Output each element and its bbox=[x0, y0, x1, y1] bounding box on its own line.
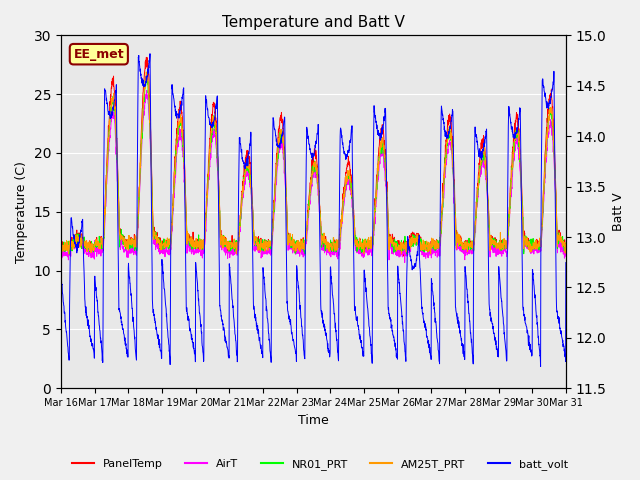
batt_volt bbox=[518, 203, 525, 208]
AM25T_PRT bbox=[460, 246, 468, 252]
NR01_PRT bbox=[198, 247, 206, 252]
AM25T_PRT bbox=[143, 69, 150, 75]
Line: AM25T_PRT: AM25T_PRT bbox=[61, 72, 566, 254]
Text: EE_met: EE_met bbox=[74, 48, 124, 60]
AirT bbox=[57, 251, 65, 257]
batt_volt bbox=[460, 349, 468, 355]
AM25T_PRT bbox=[562, 240, 570, 245]
NR01_PRT bbox=[339, 205, 347, 211]
PanelTemp bbox=[328, 240, 335, 245]
AM25T_PRT bbox=[339, 197, 347, 203]
NR01_PRT bbox=[57, 239, 65, 245]
AirT bbox=[518, 194, 525, 200]
batt_volt bbox=[146, 51, 154, 57]
AirT bbox=[562, 248, 570, 254]
AM25T_PRT bbox=[57, 244, 65, 250]
PanelTemp bbox=[460, 245, 468, 251]
PanelTemp bbox=[562, 241, 570, 247]
Y-axis label: Batt V: Batt V bbox=[612, 192, 625, 231]
PanelTemp bbox=[57, 239, 65, 245]
Title: Temperature and Batt V: Temperature and Batt V bbox=[222, 15, 405, 30]
batt_volt bbox=[57, 272, 65, 277]
AirT bbox=[198, 252, 206, 258]
Line: NR01_PRT: NR01_PRT bbox=[61, 76, 566, 254]
AM25T_PRT bbox=[328, 244, 336, 250]
AirT bbox=[143, 87, 150, 93]
PanelTemp bbox=[143, 54, 150, 60]
batt_volt bbox=[562, 260, 570, 265]
NR01_PRT bbox=[532, 243, 540, 249]
PanelTemp bbox=[532, 240, 540, 246]
AirT bbox=[328, 246, 335, 252]
NR01_PRT bbox=[518, 192, 525, 197]
NR01_PRT bbox=[65, 251, 73, 257]
AirT bbox=[532, 248, 540, 253]
batt_volt bbox=[532, 300, 540, 306]
AirT bbox=[401, 260, 408, 265]
Legend: PanelTemp, AirT, NR01_PRT, AM25T_PRT, batt_volt: PanelTemp, AirT, NR01_PRT, AM25T_PRT, ba… bbox=[68, 455, 572, 474]
batt_volt bbox=[328, 280, 335, 286]
Line: AirT: AirT bbox=[61, 90, 566, 263]
batt_volt bbox=[339, 140, 347, 145]
AirT bbox=[339, 212, 347, 218]
AM25T_PRT bbox=[518, 186, 525, 192]
AM25T_PRT bbox=[65, 251, 72, 257]
PanelTemp bbox=[339, 197, 347, 203]
PanelTemp bbox=[518, 185, 525, 191]
AirT bbox=[460, 243, 468, 249]
batt_volt bbox=[537, 364, 545, 370]
Line: PanelTemp: PanelTemp bbox=[61, 57, 566, 256]
Line: batt_volt: batt_volt bbox=[61, 54, 566, 367]
Y-axis label: Temperature (C): Temperature (C) bbox=[15, 161, 28, 263]
NR01_PRT bbox=[143, 73, 151, 79]
PanelTemp bbox=[198, 243, 206, 249]
batt_volt bbox=[198, 339, 206, 345]
NR01_PRT bbox=[460, 241, 468, 247]
PanelTemp bbox=[399, 253, 407, 259]
AM25T_PRT bbox=[198, 237, 206, 243]
AM25T_PRT bbox=[532, 246, 540, 252]
X-axis label: Time: Time bbox=[298, 414, 329, 427]
NR01_PRT bbox=[562, 242, 570, 248]
NR01_PRT bbox=[328, 242, 336, 248]
